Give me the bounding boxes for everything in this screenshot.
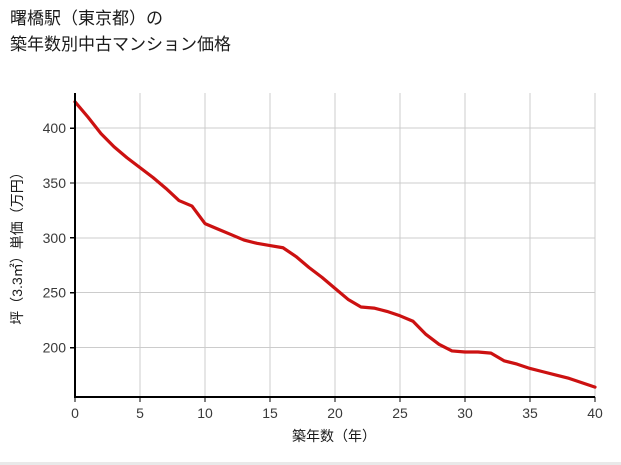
grid-lines [75, 93, 596, 397]
y-axis-label: 坪（3.3㎡）単価（万円） [9, 165, 25, 324]
x-tick-label: 40 [587, 405, 603, 421]
y-tick-label: 200 [43, 340, 67, 356]
x-tick-label: 25 [392, 405, 408, 421]
series-lines [73, 100, 597, 389]
data-series-line [73, 100, 597, 389]
x-axis-label: 築年数（年） [292, 428, 376, 444]
y-tick-label: 250 [43, 285, 67, 301]
footer-divider [0, 462, 621, 465]
tick-labels: 200 250 300 350 400 0 5 10 15 20 25 30 35 40 [43, 120, 603, 421]
x-tick-label: 5 [136, 405, 144, 421]
x-tick-label: 10 [197, 405, 213, 421]
x-tick-label: 20 [327, 405, 343, 421]
x-tick-label: 15 [262, 405, 278, 421]
y-tick-label: 350 [43, 175, 67, 191]
x-tick-label: 30 [457, 405, 473, 421]
tick-marks [70, 127, 596, 402]
y-tick-label: 300 [43, 230, 67, 246]
chart-title: 曙橋駅（東京都）の 築年数別中古マンション価格 [10, 9, 231, 54]
y-tick-label: 400 [43, 120, 67, 136]
x-tick-label: 0 [71, 405, 79, 421]
x-tick-label: 35 [522, 405, 538, 421]
